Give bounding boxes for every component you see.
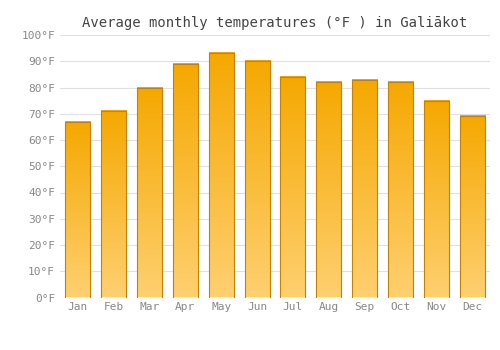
Bar [280, 77, 305, 298]
Bar [316, 82, 342, 298]
Bar [352, 80, 377, 298]
Bar [460, 116, 484, 298]
Bar [137, 88, 162, 298]
Bar [244, 61, 270, 298]
Bar [388, 82, 413, 298]
Bar [101, 111, 126, 298]
Title: Average monthly temperatures (°F ) in Galiākot: Average monthly temperatures (°F ) in Ga… [82, 16, 468, 30]
Bar [173, 64, 198, 298]
Bar [424, 101, 449, 298]
Bar [66, 122, 90, 298]
Bar [208, 53, 234, 298]
